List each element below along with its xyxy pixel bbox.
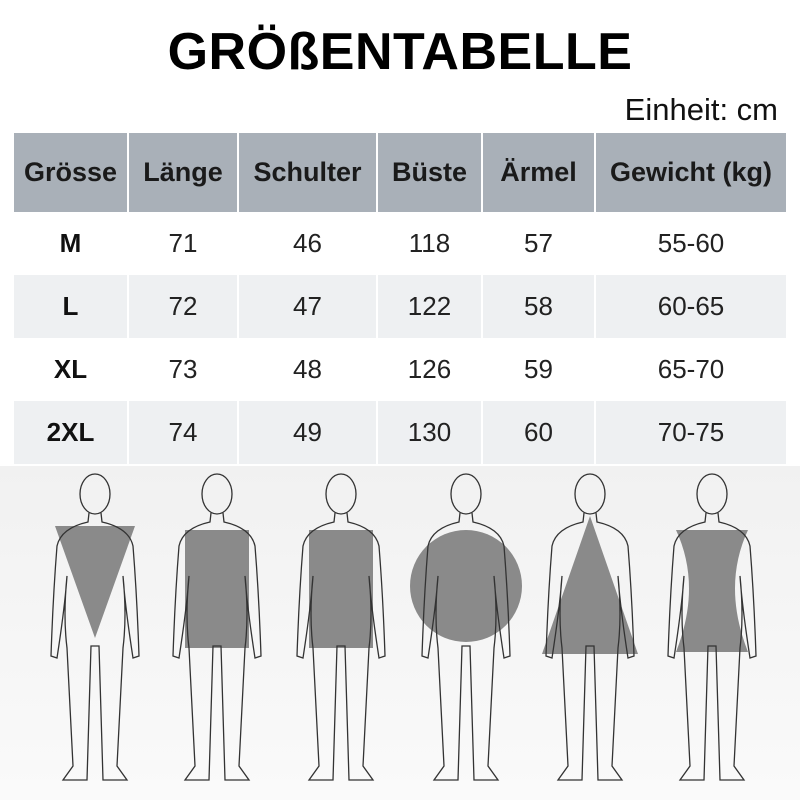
body-outline	[172, 512, 262, 781]
table-row: 2XL 74 49 130 60 70-75	[14, 401, 786, 464]
value-cell: 59	[524, 354, 553, 384]
value-cell: 60-65	[596, 275, 786, 338]
value-cell: 55-60	[657, 228, 725, 258]
triangle-shape	[542, 516, 638, 654]
value-cell: 74	[129, 401, 237, 464]
table-row: L 72 47 122 58 60-65	[14, 275, 786, 338]
hourglass-shape	[676, 530, 748, 652]
value-cell: 130	[378, 401, 481, 464]
value-cell: 48	[293, 354, 322, 384]
inverted-triangle-shape	[55, 526, 135, 638]
header-cell: Länge	[129, 133, 237, 212]
page-title: GRÖßENTABELLE	[167, 23, 633, 81]
body-outline	[296, 512, 386, 781]
value-cell: 73	[168, 354, 198, 384]
value-cell: 65-70	[657, 354, 725, 384]
value-cell: 47	[239, 275, 376, 338]
head-outline	[79, 473, 111, 515]
table-header-row: Grösse Länge Schulter Büste Ärmel Gewich…	[14, 133, 786, 212]
header-cell: Büste	[378, 133, 481, 212]
value-cell: 70-75	[596, 401, 786, 464]
head-outline	[450, 473, 482, 515]
rectangle-shape	[309, 530, 373, 648]
value-cell: 58	[483, 275, 594, 338]
value-cell: 118	[408, 228, 451, 258]
body-outline	[667, 512, 757, 781]
header-cell: Schulter	[239, 133, 376, 212]
head-outline	[696, 473, 728, 515]
body-figure-hourglass	[667, 473, 757, 781]
head-outline	[325, 473, 357, 515]
value-cell: 60	[483, 401, 594, 464]
value-cell: 71	[168, 228, 198, 258]
value-cell: 126	[407, 354, 452, 384]
body-outline	[545, 512, 635, 781]
size-cell: 2XL	[14, 401, 127, 464]
value-cell: 46	[293, 228, 322, 258]
body-figure-rectangle	[172, 473, 262, 781]
value-cell: 72	[129, 275, 237, 338]
size-cell: L	[14, 275, 127, 338]
header-cell: Gewicht (kg)	[596, 133, 786, 212]
table-row: M 71 46 118 57 55-60	[14, 212, 786, 275]
round-shape	[410, 530, 522, 642]
rectangle-shape	[185, 530, 249, 648]
size-cell: M	[59, 228, 82, 258]
table-row: XL 73 48 126 59 65-70	[14, 338, 786, 401]
value-cell: 49	[239, 401, 376, 464]
body-outline	[421, 512, 511, 781]
header-cell: Ärmel	[483, 133, 594, 212]
body-outline	[50, 512, 140, 781]
size-table: Grösse Länge Schulter Büste Ärmel Gewich…	[12, 133, 788, 464]
head-outline	[201, 473, 233, 515]
body-figure-round	[410, 473, 522, 781]
size-cell: XL	[53, 354, 88, 384]
body-figure-triangle	[542, 473, 638, 781]
head-outline	[574, 473, 606, 515]
header-cell: Grösse	[14, 133, 127, 212]
value-cell: 122	[378, 275, 481, 338]
body-shape-illustrations	[0, 466, 800, 800]
unit-label: Einheit: cm	[624, 92, 778, 127]
value-cell: 57	[524, 228, 553, 258]
body-figure-inverted-triangle	[50, 473, 140, 781]
body-figure-rectangle	[296, 473, 386, 781]
